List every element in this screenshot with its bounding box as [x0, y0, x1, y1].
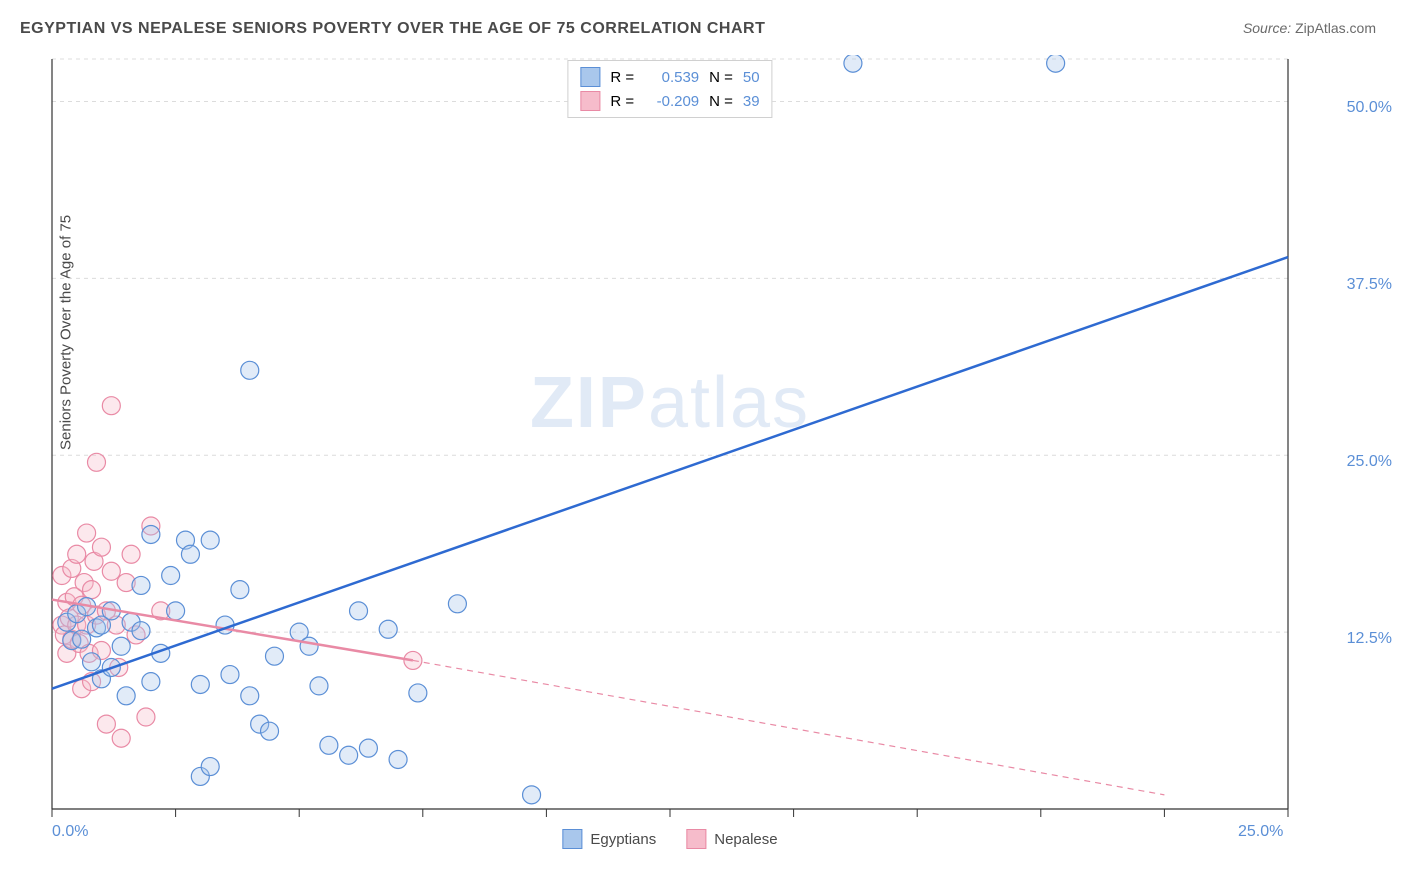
legend-row-nepalese: R = -0.209 N = 39 [580, 89, 759, 113]
n-label: N = [709, 93, 733, 110]
y-tick-label: 50.0% [1302, 99, 1392, 117]
swatch-nepalese [580, 91, 600, 111]
chart-title: EGYPTIAN VS NEPALESE SENIORS POVERTY OVE… [20, 20, 765, 38]
source-label: Source: [1243, 20, 1291, 36]
legend-label-nepalese: Nepalese [714, 831, 777, 848]
r-label: R = [610, 69, 634, 86]
r-value-nepalese: -0.209 [644, 93, 699, 110]
swatch-egyptians-bottom [562, 829, 582, 849]
swatch-egyptians [580, 67, 600, 87]
y-tick-label: 37.5% [1302, 276, 1392, 294]
chart-area: Seniors Poverty Over the Age of 75 ZIPat… [48, 55, 1292, 845]
source-attribution: Source: ZipAtlas.com [1243, 20, 1376, 36]
legend-item-egyptians: Egyptians [562, 829, 656, 849]
y-tick-label: 25.0% [1302, 453, 1392, 471]
n-value-egyptians: 50 [743, 69, 760, 86]
legend-item-nepalese: Nepalese [686, 829, 777, 849]
source-value: ZipAtlas.com [1295, 20, 1376, 36]
swatch-nepalese-bottom [686, 829, 706, 849]
legend-correlation: R = 0.539 N = 50 R = -0.209 N = 39 [567, 60, 772, 118]
r-value-egyptians: 0.539 [644, 69, 699, 86]
n-value-nepalese: 39 [743, 93, 760, 110]
legend-series: Egyptians Nepalese [562, 829, 777, 849]
r-label: R = [610, 93, 634, 110]
x-tick-label: 25.0% [1238, 823, 1283, 841]
x-tick-label: 0.0% [52, 823, 88, 841]
legend-row-egyptians: R = 0.539 N = 50 [580, 65, 759, 89]
scatter-chart-svg [48, 55, 1292, 845]
n-label: N = [709, 69, 733, 86]
legend-label-egyptians: Egyptians [590, 831, 656, 848]
y-tick-label: 12.5% [1302, 630, 1392, 648]
